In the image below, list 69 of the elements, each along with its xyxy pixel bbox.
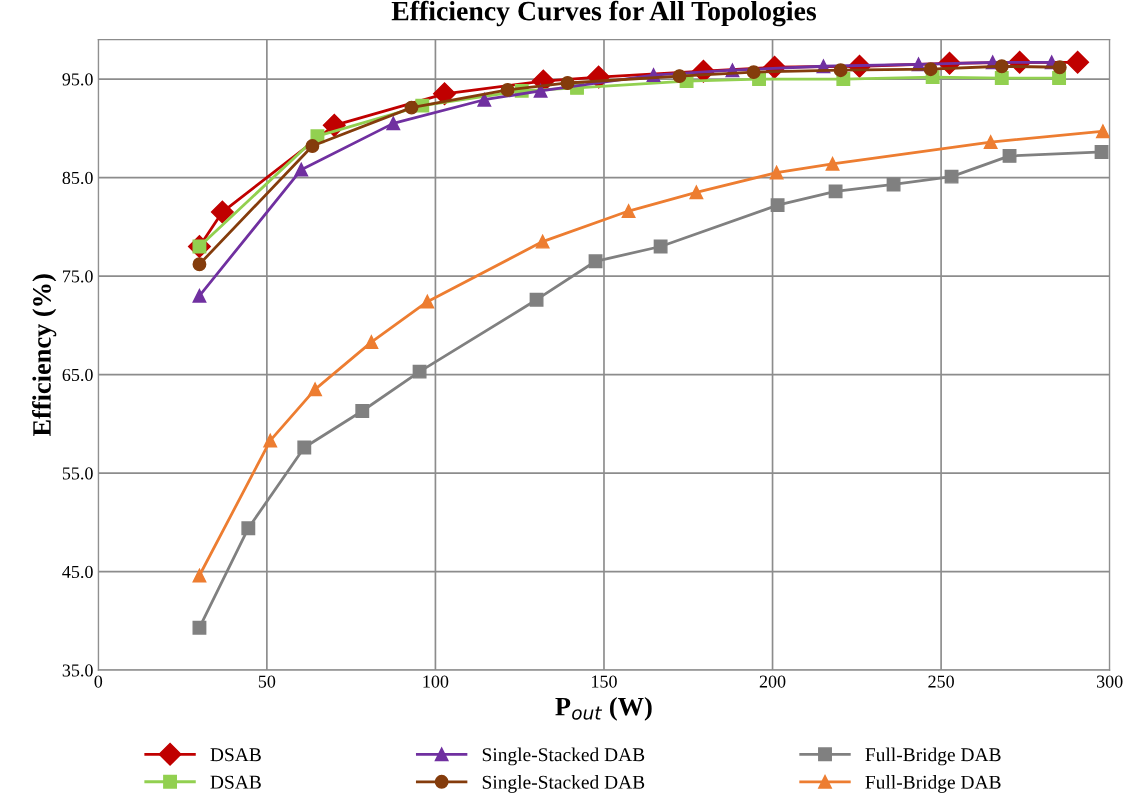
point [297, 440, 312, 455]
legend-label: DSAB [210, 748, 261, 762]
point [241, 521, 256, 536]
point [672, 69, 687, 84]
point [1052, 60, 1067, 75]
point [500, 82, 515, 97]
y-axis-title: Efficiency (%) [32, 274, 57, 437]
legend-label: Single-Stacked DAB [482, 747, 645, 766]
x-tick-label: 100 [423, 675, 449, 688]
point [746, 65, 761, 80]
point [535, 234, 550, 249]
legend-label: DSAB [210, 775, 261, 789]
point [833, 63, 848, 78]
point [1066, 50, 1090, 74]
point [560, 76, 575, 90]
x-tick-label: 0 [94, 675, 103, 688]
point [994, 71, 1009, 86]
point [308, 382, 323, 397]
point [192, 620, 207, 635]
point [263, 433, 278, 448]
point [433, 82, 457, 106]
point [529, 292, 544, 307]
point [825, 156, 840, 171]
y-tick-label: 45.0 [62, 565, 93, 579]
chart-title: Efficiency Curves for All Topologies [391, 0, 817, 27]
point [533, 83, 548, 98]
x-axis-title: P$_{out}$ (W) [555, 696, 652, 721]
point [355, 404, 370, 418]
point [192, 288, 207, 303]
point [886, 177, 901, 192]
point [210, 200, 234, 224]
y-tick-label: 95.0 [62, 73, 93, 86]
point [983, 135, 998, 150]
point [420, 294, 435, 309]
point [305, 139, 320, 153]
point [653, 239, 668, 254]
x-tick-label: 150 [592, 675, 617, 688]
point [689, 185, 704, 200]
point [404, 100, 419, 115]
point [1095, 124, 1110, 139]
y-tick-label: 75.0 [63, 270, 93, 283]
x-tick-label: 50 [258, 675, 276, 688]
point [828, 184, 843, 199]
y-tick-label: 85.0 [62, 171, 93, 185]
y-tick-label: 65.0 [62, 368, 93, 382]
point [412, 364, 427, 379]
point [192, 568, 207, 583]
x-tick-label: 200 [759, 675, 786, 688]
legend-label: Full-Bridge DAB [865, 775, 1001, 793]
point [770, 198, 785, 213]
point [944, 169, 959, 184]
legend-label: Full-Bridge DAB [865, 747, 1001, 766]
point [588, 254, 603, 269]
point [923, 62, 938, 77]
point [294, 162, 309, 177]
point [364, 335, 379, 350]
point [769, 165, 784, 180]
point [1094, 145, 1109, 159]
point [621, 204, 636, 218]
x-tick-label: 250 [928, 675, 954, 688]
point [1002, 148, 1017, 163]
x-tick-label: 300 [1096, 675, 1123, 688]
point [994, 59, 1009, 74]
legend-label: Single-Stacked DAB [482, 775, 645, 793]
y-tick-label: 35.0 [62, 664, 93, 677]
point [477, 92, 492, 107]
point [386, 116, 401, 131]
y-tick-label: 55.0 [62, 467, 93, 480]
point [192, 257, 207, 272]
